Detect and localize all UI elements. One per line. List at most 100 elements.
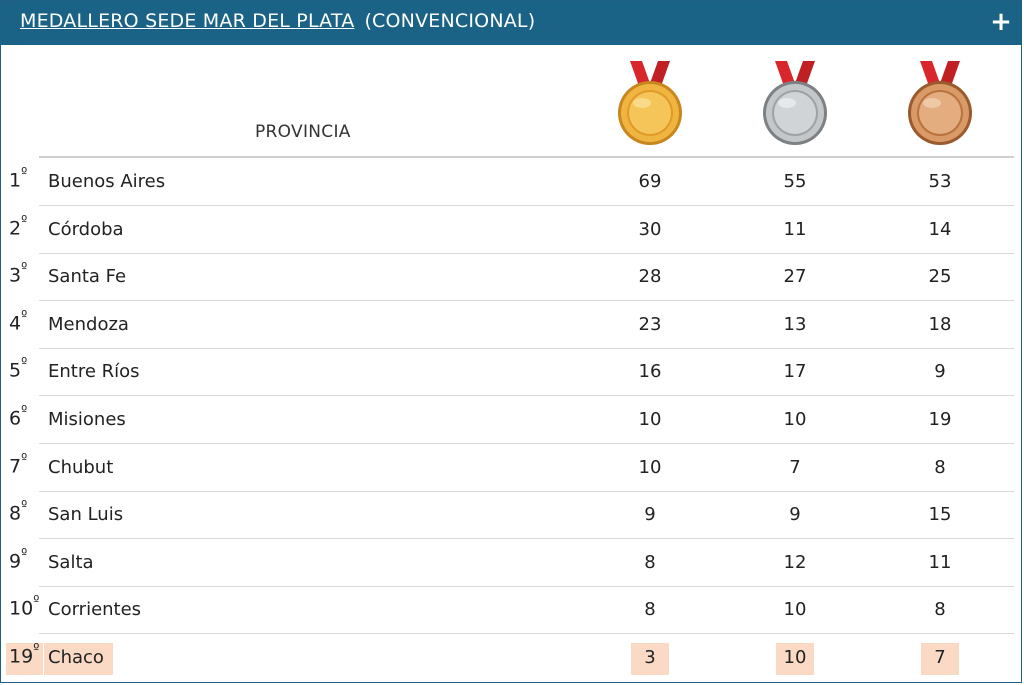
silver-count: 12 — [783, 552, 807, 573]
rank-cell: 3º — [9, 261, 39, 287]
table-header-row: PROVINCIA — [1, 45, 1021, 157]
panel-subtitle: (CONVENCIONAL) — [364, 10, 536, 32]
rank-cell: 10º — [9, 594, 40, 620]
province-name: Chubut — [48, 457, 114, 478]
table-row: 3º Santa Fe 28 27 25 — [1, 253, 1021, 300]
silver-count: 10 — [783, 599, 807, 620]
province-name: Buenos Aires — [48, 171, 166, 192]
row-divider — [39, 300, 1014, 301]
gold-medal-icon — [618, 61, 682, 145]
bronze-count: 15 — [928, 504, 952, 525]
rank-number: 1 — [9, 169, 22, 192]
panel-header: MEDALLERO SEDE MAR DEL PLATA (CONVENCIONA… — [1, 1, 1021, 45]
silver-medal-icon — [763, 61, 827, 145]
bronze-count: 53 — [928, 171, 952, 192]
row-divider — [39, 538, 1014, 539]
rank-cell: 19º — [9, 642, 40, 668]
row-divider — [39, 586, 1014, 587]
silver-count: 10 — [783, 409, 807, 430]
rank-ordinal: º — [33, 594, 40, 609]
rank-ordinal: º — [21, 214, 28, 229]
panel-title: MEDALLERO SEDE MAR DEL PLATA (CONVENCIONA… — [20, 10, 535, 32]
rank-cell: 7º — [9, 452, 39, 478]
rank-cell: 8º — [9, 499, 39, 525]
silver-highlight — [776, 643, 814, 675]
bronze-count: 18 — [928, 314, 952, 335]
rank-number: 10 — [9, 597, 34, 620]
bronze-count: 8 — [934, 457, 946, 478]
rank-ordinal: º — [21, 452, 28, 467]
row-divider — [39, 253, 1014, 254]
rank-cell: 2º — [9, 214, 39, 240]
rank-number: 3 — [9, 264, 22, 287]
bronze-count: 25 — [928, 266, 952, 287]
rank-number: 6 — [9, 407, 22, 430]
rank-ordinal: º — [21, 404, 28, 419]
gold-count: 3 — [644, 647, 656, 668]
bronze-count: 8 — [934, 599, 946, 620]
rank-highlight — [6, 643, 43, 675]
province-name: Salta — [48, 552, 94, 573]
header-divider — [39, 156, 1014, 158]
gold-count: 28 — [638, 266, 662, 287]
gold-count: 8 — [644, 552, 656, 573]
rank-number: 7 — [9, 455, 22, 478]
row-divider — [39, 348, 1014, 349]
rank-ordinal: º — [21, 309, 28, 324]
rank-number: 8 — [9, 502, 22, 525]
silver-count: 9 — [789, 504, 801, 525]
rank-number: 9 — [9, 550, 22, 573]
silver-count: 13 — [783, 314, 807, 335]
gold-count: 69 — [638, 171, 662, 192]
row-divider — [39, 633, 1014, 634]
bronze-medal-icon — [908, 61, 972, 145]
province-name: San Luis — [48, 504, 124, 525]
silver-count: 10 — [783, 647, 807, 668]
gold-highlight — [631, 643, 669, 675]
rank-ordinal: º — [21, 547, 28, 562]
row-divider — [39, 491, 1014, 492]
row-divider — [39, 205, 1014, 206]
table-row: 4º Mendoza 23 13 18 — [1, 301, 1021, 348]
gold-count: 9 — [644, 504, 656, 525]
rank-cell: 6º — [9, 404, 39, 430]
rank-number: 4 — [9, 312, 22, 335]
silver-count: 11 — [783, 219, 807, 240]
table-row: 9º Salta 8 12 11 — [1, 539, 1021, 586]
rank-cell: 1º — [9, 166, 39, 192]
province-name: Chaco — [48, 647, 104, 668]
gold-count: 10 — [638, 409, 662, 430]
panel-title-link[interactable]: MEDALLERO SEDE MAR DEL PLATA — [20, 10, 355, 32]
bronze-count: 7 — [934, 647, 946, 668]
table-row: 1º Buenos Aires 69 55 53 — [1, 158, 1021, 205]
rank-number: 2 — [9, 217, 22, 240]
table-row: 5º Entre Ríos 16 17 9 — [1, 348, 1021, 395]
province-name: Corrientes — [48, 599, 142, 620]
province-name: Santa Fe — [48, 266, 127, 287]
gold-count: 16 — [638, 361, 662, 382]
province-name: Misiones — [48, 409, 126, 430]
rank-ordinal: º — [21, 261, 28, 276]
province-name: Córdoba — [48, 219, 124, 240]
row-divider — [39, 443, 1014, 444]
silver-count: 7 — [789, 457, 801, 478]
gold-count: 8 — [644, 599, 656, 620]
plus-icon[interactable]: + — [990, 7, 1012, 37]
silver-count: 27 — [783, 266, 807, 287]
gold-count: 10 — [638, 457, 662, 478]
rank-cell: 5º — [9, 356, 39, 381]
bronze-count: 14 — [928, 219, 952, 240]
table-row: 10º Corrientes 8 10 8 — [1, 586, 1021, 633]
table-row: 7º Chubut 10 7 8 — [1, 444, 1021, 491]
rank-ordinal: º — [33, 642, 40, 657]
province-name: Entre Ríos — [48, 361, 140, 382]
rank-cell: 4º — [9, 309, 39, 335]
rank-number: 19 — [9, 645, 34, 668]
rank-ordinal: º — [21, 499, 28, 514]
table-row: 8º San Luis 9 9 15 — [1, 491, 1021, 538]
province-highlight — [44, 643, 113, 675]
gold-count: 30 — [638, 219, 662, 240]
province-name: Mendoza — [48, 314, 129, 335]
column-header-province: PROVINCIA — [255, 122, 351, 142]
